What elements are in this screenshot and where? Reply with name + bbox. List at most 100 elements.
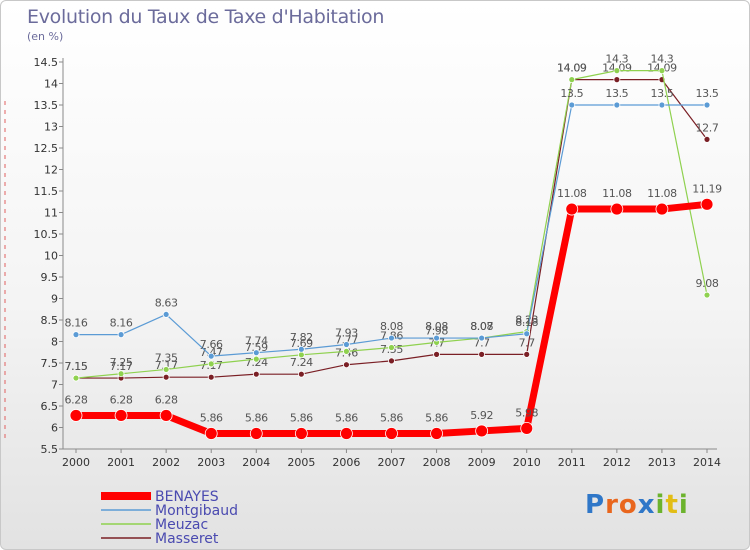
data-label: 5.86 xyxy=(200,412,223,425)
data-point xyxy=(613,101,621,109)
data-point xyxy=(72,331,80,339)
data-label: 5.86 xyxy=(245,412,268,425)
data-point xyxy=(430,427,443,440)
data-point xyxy=(388,334,395,342)
data-label: 12.7 xyxy=(696,121,719,134)
data-point xyxy=(565,202,579,216)
logo-letter: P xyxy=(585,490,606,520)
data-point xyxy=(613,76,621,84)
data-label: 11.19 xyxy=(692,182,722,195)
y-tick-label: 12 xyxy=(44,164,58,177)
data-label: 8.18 xyxy=(515,316,538,329)
data-label: 7.7 xyxy=(519,336,536,349)
data-label: 7.66 xyxy=(200,338,223,351)
series-benayes: 6.28 6.28 6.28 5.86 5.86 5.86 5.86 5.86 5.86 5.92… xyxy=(65,182,723,440)
data-label: 7.17 xyxy=(110,360,133,373)
data-point xyxy=(703,135,711,143)
data-point xyxy=(294,427,308,440)
data-point xyxy=(340,427,353,440)
y-tick-label: 8 xyxy=(51,336,58,349)
legend-label: Masseret xyxy=(155,531,219,547)
logo-letter: i xyxy=(655,490,666,520)
data-point xyxy=(568,76,576,84)
data-point xyxy=(114,409,128,422)
data-point xyxy=(207,373,215,381)
data-point xyxy=(700,197,714,211)
data-label: 7.59 xyxy=(245,341,268,354)
x-tick-label: 2001 xyxy=(107,456,135,469)
data-label: 7.15 xyxy=(65,360,88,373)
data-point xyxy=(658,101,666,109)
data-point xyxy=(703,291,711,299)
x-tick-label: 2011 xyxy=(558,456,586,469)
data-point xyxy=(475,424,489,438)
data-label: 6.28 xyxy=(110,393,133,406)
data-label: 13.5 xyxy=(696,87,719,100)
legend-label: Meuzac xyxy=(155,517,208,533)
data-label: 8.08 xyxy=(380,320,403,333)
data-label: 11.08 xyxy=(602,187,632,200)
y-tick-label: 7.5 xyxy=(41,357,59,370)
data-label: 14.09 xyxy=(557,62,587,75)
data-label: 13.5 xyxy=(650,87,673,100)
data-point xyxy=(610,202,624,216)
data-label: 7.69 xyxy=(290,337,313,350)
y-tick-label: 8.5 xyxy=(41,314,59,327)
data-point xyxy=(162,366,170,373)
data-label: 13.5 xyxy=(560,87,583,100)
logo-letter: t xyxy=(665,490,679,520)
y-tick-label: 11 xyxy=(44,207,58,220)
chart-title: Evolution du Taux de Taxe d'Habitation xyxy=(27,6,385,28)
legend-label: BENAYES xyxy=(155,489,219,505)
data-label: 5.86 xyxy=(425,412,448,425)
data-label: 7.98 xyxy=(425,324,448,337)
data-point xyxy=(433,334,440,342)
y-tick-label: 13.5 xyxy=(34,99,59,112)
logo-letter: r xyxy=(605,490,619,520)
data-point xyxy=(159,409,173,422)
data-point xyxy=(658,67,666,74)
y-tick-label: 10 xyxy=(44,250,58,263)
data-label: 7.82 xyxy=(290,331,313,344)
y-tick-label: 6 xyxy=(51,422,58,435)
x-tick-label: 2002 xyxy=(152,456,180,469)
logo-letter: o xyxy=(618,490,638,520)
data-label: 8.63 xyxy=(155,296,178,309)
data-label: 6.28 xyxy=(65,393,88,406)
x-tick-label: 2007 xyxy=(378,456,406,469)
legend-label: Montgibaud xyxy=(155,503,238,519)
data-point xyxy=(433,350,440,358)
data-label: 8.07 xyxy=(470,320,493,333)
x-tick-label: 2006 xyxy=(332,456,360,469)
data-point xyxy=(207,352,215,360)
data-point xyxy=(297,351,305,359)
data-point xyxy=(478,334,486,342)
data-label: 7.93 xyxy=(335,327,358,340)
data-point xyxy=(568,101,576,109)
data-point xyxy=(343,341,350,348)
data-point xyxy=(613,67,621,74)
data-label: 7.15 xyxy=(65,360,88,373)
data-point xyxy=(343,361,350,369)
y-tick-label: 13 xyxy=(44,121,58,134)
x-tick-label: 2010 xyxy=(513,456,541,469)
y-tick-label: 9 xyxy=(51,293,58,306)
data-point xyxy=(252,355,260,363)
data-label: 14.3 xyxy=(605,53,628,66)
data-point xyxy=(523,350,531,358)
data-label: 8.16 xyxy=(65,317,88,330)
data-point xyxy=(478,350,486,358)
data-point xyxy=(207,360,215,368)
series-montgibaud: 8.16 8.16 8.63 7.66 7.74 7.82 7.93 8.08 8.08 8.08… xyxy=(65,87,719,360)
y-tick-label: 12.5 xyxy=(34,142,59,155)
y-tick-label: 14.5 xyxy=(34,56,59,69)
data-point xyxy=(72,374,80,382)
x-tick-label: 2005 xyxy=(287,456,315,469)
data-label: 13.5 xyxy=(605,87,628,100)
data-label: 5.98 xyxy=(515,406,538,419)
x-tick-label: 2012 xyxy=(603,456,631,469)
data-point xyxy=(249,427,263,440)
data-label: 8.08 xyxy=(470,320,493,333)
